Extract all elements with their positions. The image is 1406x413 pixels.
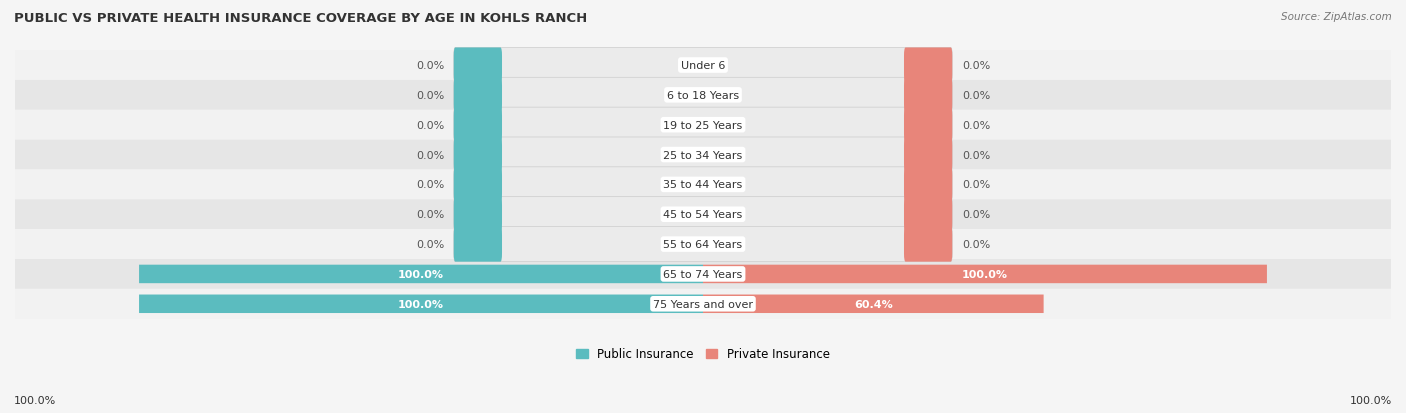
Text: 0.0%: 0.0% (962, 121, 990, 131)
FancyBboxPatch shape (454, 108, 952, 143)
FancyBboxPatch shape (904, 138, 952, 173)
Text: 0.0%: 0.0% (416, 240, 444, 249)
FancyBboxPatch shape (703, 295, 1043, 313)
Text: 100.0%: 100.0% (962, 269, 1008, 279)
Text: 55 to 64 Years: 55 to 64 Years (664, 240, 742, 249)
Text: 65 to 74 Years: 65 to 74 Years (664, 269, 742, 279)
FancyBboxPatch shape (139, 295, 703, 313)
Text: 6 to 18 Years: 6 to 18 Years (666, 90, 740, 101)
FancyBboxPatch shape (454, 227, 952, 262)
FancyBboxPatch shape (904, 167, 952, 202)
Text: 100.0%: 100.0% (398, 269, 444, 279)
Text: 0.0%: 0.0% (416, 210, 444, 220)
Text: 100.0%: 100.0% (14, 395, 56, 405)
Text: 0.0%: 0.0% (962, 210, 990, 220)
FancyBboxPatch shape (15, 170, 1391, 200)
Legend: Public Insurance, Private Insurance: Public Insurance, Private Insurance (571, 343, 835, 366)
Text: 0.0%: 0.0% (416, 61, 444, 71)
FancyBboxPatch shape (454, 48, 952, 83)
Text: 0.0%: 0.0% (416, 90, 444, 101)
FancyBboxPatch shape (15, 200, 1391, 230)
Text: 0.0%: 0.0% (416, 150, 444, 160)
FancyBboxPatch shape (15, 140, 1391, 170)
FancyBboxPatch shape (15, 111, 1391, 140)
Text: 19 to 25 Years: 19 to 25 Years (664, 121, 742, 131)
Text: 100.0%: 100.0% (398, 299, 444, 309)
FancyBboxPatch shape (15, 230, 1391, 259)
FancyBboxPatch shape (454, 138, 502, 173)
Text: 60.4%: 60.4% (853, 299, 893, 309)
FancyBboxPatch shape (454, 138, 952, 173)
FancyBboxPatch shape (15, 289, 1391, 319)
FancyBboxPatch shape (15, 51, 1391, 81)
Text: 0.0%: 0.0% (416, 180, 444, 190)
FancyBboxPatch shape (454, 227, 502, 262)
Text: 0.0%: 0.0% (962, 150, 990, 160)
FancyBboxPatch shape (454, 48, 502, 83)
Text: 0.0%: 0.0% (962, 90, 990, 101)
Text: 100.0%: 100.0% (1350, 395, 1392, 405)
FancyBboxPatch shape (454, 108, 502, 143)
FancyBboxPatch shape (454, 197, 952, 232)
FancyBboxPatch shape (904, 108, 952, 143)
Text: PUBLIC VS PRIVATE HEALTH INSURANCE COVERAGE BY AGE IN KOHLS RANCH: PUBLIC VS PRIVATE HEALTH INSURANCE COVER… (14, 12, 588, 25)
Text: 0.0%: 0.0% (416, 121, 444, 131)
FancyBboxPatch shape (904, 48, 952, 83)
FancyBboxPatch shape (904, 227, 952, 262)
Text: Source: ZipAtlas.com: Source: ZipAtlas.com (1281, 12, 1392, 22)
FancyBboxPatch shape (454, 78, 502, 113)
FancyBboxPatch shape (904, 78, 952, 113)
Text: 35 to 44 Years: 35 to 44 Years (664, 180, 742, 190)
FancyBboxPatch shape (454, 167, 502, 202)
Text: 0.0%: 0.0% (962, 180, 990, 190)
Text: Under 6: Under 6 (681, 61, 725, 71)
Text: 45 to 54 Years: 45 to 54 Years (664, 210, 742, 220)
FancyBboxPatch shape (15, 259, 1391, 289)
FancyBboxPatch shape (703, 265, 1267, 283)
FancyBboxPatch shape (454, 78, 952, 113)
Text: 0.0%: 0.0% (962, 61, 990, 71)
FancyBboxPatch shape (15, 81, 1391, 111)
FancyBboxPatch shape (454, 167, 952, 202)
Text: 75 Years and over: 75 Years and over (652, 299, 754, 309)
Text: 25 to 34 Years: 25 to 34 Years (664, 150, 742, 160)
FancyBboxPatch shape (904, 197, 952, 232)
Text: 0.0%: 0.0% (962, 240, 990, 249)
FancyBboxPatch shape (139, 265, 703, 283)
FancyBboxPatch shape (454, 197, 502, 232)
